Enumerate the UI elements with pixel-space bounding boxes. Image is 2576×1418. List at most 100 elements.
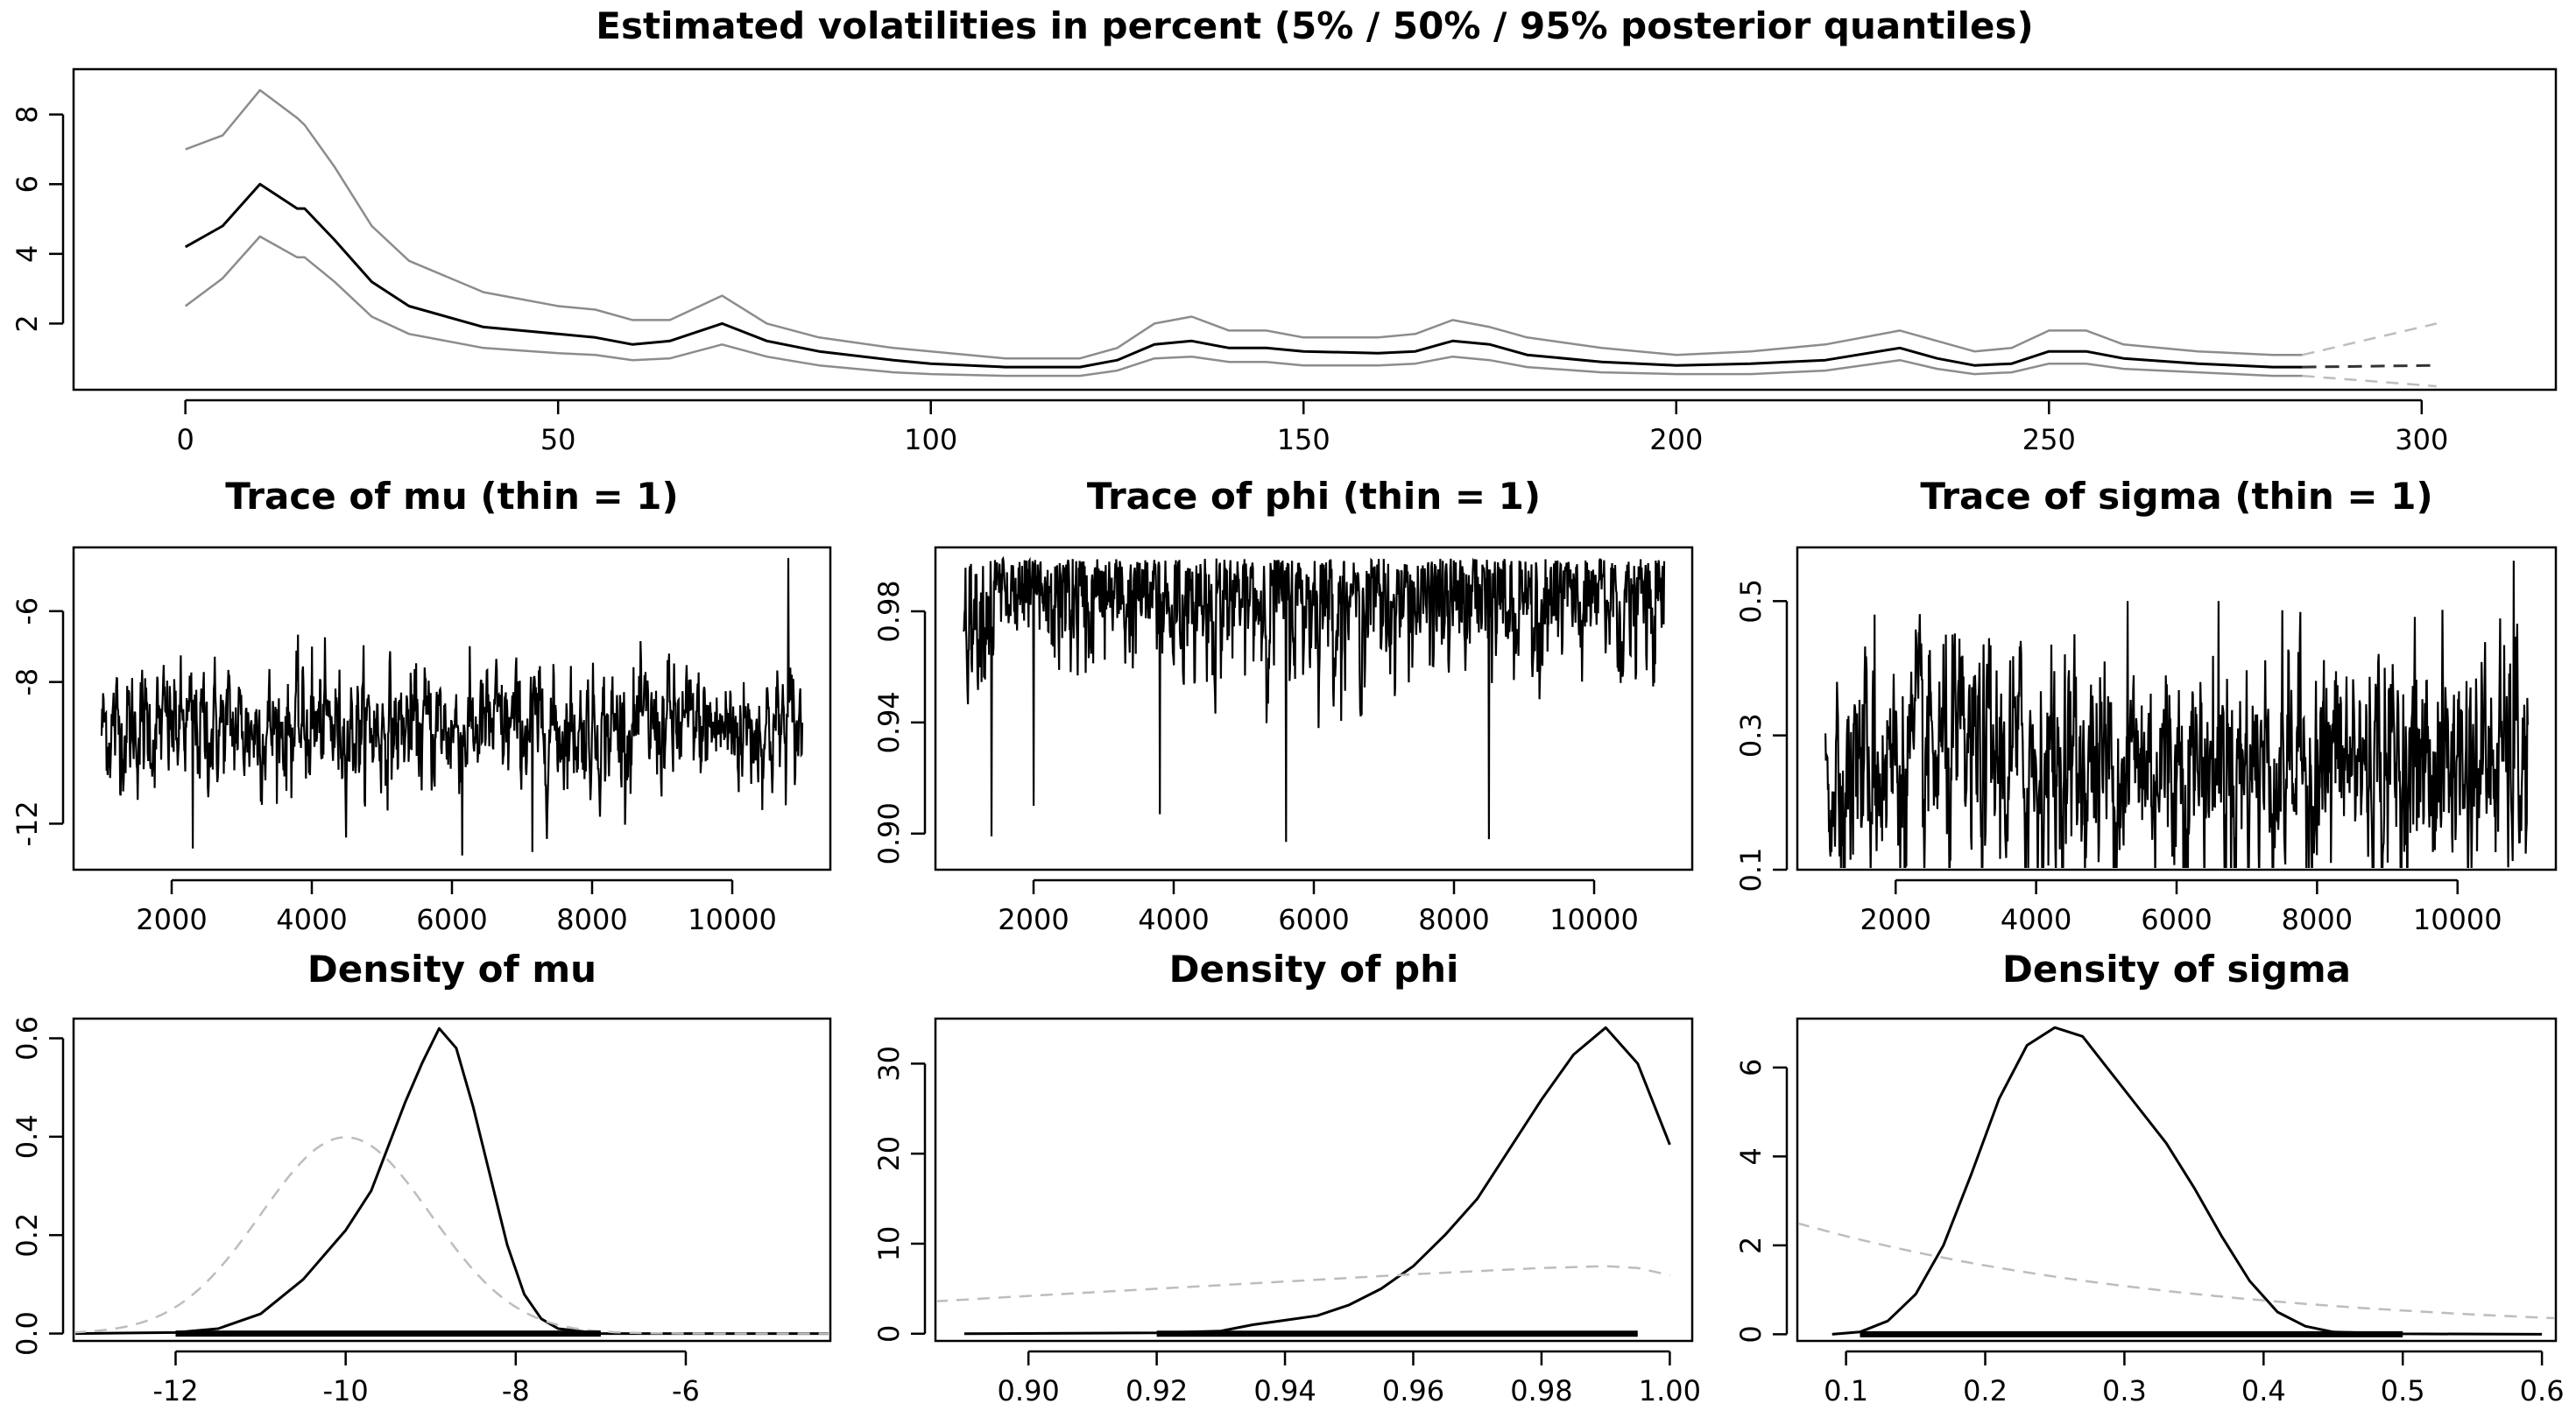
x-tick-label: 6000 — [2141, 903, 2212, 936]
y-tick-label: 0.0 — [11, 1311, 44, 1356]
panel-dens-phi: Density of phi 0.90 0.92 0.94 0.96 0.98 1.00 0 1… — [872, 948, 1701, 1407]
series-line-prior — [75, 1136, 829, 1335]
x-axis: 2000 4000 6000 8000 10000 — [998, 878, 1639, 936]
plot-area — [184, 88, 2438, 388]
chart-title: Estimated volatilities in percent (5% / … — [596, 4, 2033, 47]
x-tick-label: 0.1 — [1824, 1374, 1868, 1407]
y-tick-label: 4 — [1734, 1147, 1768, 1165]
y-axis: 0 10 20 30 — [872, 1046, 927, 1343]
x-tick-label: 10000 — [688, 903, 777, 936]
y-axis: 0.90 0.94 0.98 — [872, 580, 927, 864]
chart-title: Density of phi — [1169, 948, 1459, 991]
x-tick-label: 0.98 — [1510, 1374, 1572, 1407]
y-tick-label: -8 — [11, 668, 44, 696]
y-tick-label: 10 — [872, 1226, 906, 1262]
y-axis: 0.1 0.3 0.5 — [1734, 579, 1789, 892]
x-tick-label: 0.96 — [1382, 1374, 1444, 1407]
x-tick-label: 6000 — [416, 903, 487, 936]
chart-title: Trace of sigma (thin = 1) — [1920, 475, 2432, 518]
x-tick-label: 2000 — [1860, 903, 1931, 936]
series-line-50-forecast — [2302, 363, 2437, 369]
plot-frame — [1796, 546, 2558, 871]
y-tick-label: 0.6 — [11, 1016, 44, 1061]
y-tick-label: 6 — [1734, 1059, 1768, 1076]
trace-line-sigma — [1824, 561, 2529, 868]
chart-title: Trace of phi (thin = 1) — [1087, 475, 1541, 518]
x-tick-label: 2000 — [136, 903, 207, 936]
plot-area — [1799, 1026, 2554, 1337]
y-tick-label: 0 — [1734, 1325, 1768, 1343]
y-tick-label: 0 — [872, 1325, 906, 1343]
x-tick-label: 2000 — [998, 903, 1069, 936]
series-line-prior — [1799, 1222, 2554, 1320]
x-tick-label: 4000 — [276, 903, 347, 936]
plot-area — [937, 1026, 1671, 1337]
y-axis: 0.0 0.2 0.4 0.6 — [11, 1016, 65, 1356]
plot-area — [1824, 561, 2529, 868]
x-tick-label: 150 — [1277, 423, 1330, 456]
panel-trace-sigma: Trace of sigma (thin = 1) 2000 4000 6000 800… — [1734, 475, 2558, 936]
x-tick-label: 10000 — [1549, 903, 1639, 936]
plot-frame — [934, 1017, 1694, 1343]
panel-trace-phi: Trace of phi (thin = 1) 2000 4000 6000 8000 1… — [872, 475, 1694, 936]
y-axis: 2 4 6 8 — [11, 106, 65, 333]
plot-frame — [934, 546, 1694, 871]
y-tick-label: 2 — [11, 314, 44, 332]
x-tick-label: -12 — [152, 1374, 198, 1407]
x-tick-label: -10 — [323, 1374, 369, 1407]
y-axis: -12 -8 -6 — [11, 597, 65, 847]
chart-title: Density of mu — [307, 948, 596, 991]
x-tick-label: 0.92 — [1126, 1374, 1188, 1407]
series-line-95-forecast — [2302, 322, 2438, 356]
y-tick-label: 0.3 — [1734, 713, 1768, 758]
series-line-5-forecast — [2302, 374, 2437, 388]
plot-frame — [72, 1017, 832, 1343]
plot-frame — [72, 546, 832, 871]
series-line-posterior — [1831, 1026, 2543, 1336]
x-axis: 0.90 0.92 0.94 0.96 0.98 1.00 — [998, 1350, 1701, 1407]
plot-area — [75, 1026, 829, 1337]
y-tick-label: -12 — [11, 801, 44, 846]
x-axis: 0.1 0.2 0.3 0.4 0.5 0.6 — [1824, 1350, 2565, 1407]
x-axis: 2000 4000 6000 8000 10000 — [136, 878, 777, 936]
panel-trace-mu: Trace of mu (thin = 1) 2000 4000 6000 8000 10… — [11, 475, 832, 936]
trace-line-phi — [962, 555, 1666, 843]
series-line-5-quantile — [184, 235, 2303, 377]
x-tick-label: 8000 — [2282, 903, 2353, 936]
x-tick-label: 250 — [2022, 423, 2076, 456]
x-tick-label: 4000 — [1138, 903, 1209, 936]
x-tick-label: 0 — [176, 423, 194, 456]
x-tick-label: 4000 — [2001, 903, 2071, 936]
plot-frame — [72, 67, 2558, 392]
x-tick-label: 0.94 — [1253, 1374, 1316, 1407]
y-tick-label: 2 — [1734, 1237, 1768, 1254]
x-axis: 2000 4000 6000 8000 10000 — [1860, 878, 2502, 936]
x-axis: -12 -10 -8 -6 — [152, 1350, 700, 1407]
trace-line-mu — [100, 558, 804, 856]
y-tick-label: 0.98 — [872, 580, 906, 642]
series-line-50-quantile — [184, 182, 2303, 369]
x-tick-label: 1.00 — [1639, 1374, 1701, 1407]
x-tick-label: 10000 — [2413, 903, 2502, 936]
panel-dens-mu: Density of mu -12 -10 -8 -6 0.0 0.2 0.4 0.6 — [11, 948, 832, 1407]
y-tick-label: 0.90 — [872, 802, 906, 864]
x-tick-label: -6 — [672, 1374, 700, 1407]
y-tick-label: 0.5 — [1734, 579, 1768, 624]
x-tick-label: 0.3 — [2102, 1374, 2147, 1407]
y-tick-label: 4 — [11, 245, 44, 263]
x-tick-label: 300 — [2395, 423, 2448, 456]
series-line-posterior — [963, 1026, 1671, 1336]
plot-area — [962, 555, 1666, 843]
plot-frame — [1796, 1017, 2558, 1343]
chart-title: Trace of mu (thin = 1) — [225, 475, 678, 518]
x-tick-label: 50 — [540, 423, 576, 456]
y-tick-label: -6 — [11, 597, 44, 625]
x-tick-label: -8 — [502, 1374, 530, 1407]
y-tick-label: 0.94 — [872, 691, 906, 753]
x-tick-label: 6000 — [1278, 903, 1349, 936]
x-tick-label: 0.6 — [2520, 1374, 2565, 1407]
x-axis: 0 50 100 150 200 250 300 — [176, 399, 2448, 456]
x-tick-label: 8000 — [556, 903, 627, 936]
series-line-posterior — [75, 1026, 829, 1336]
